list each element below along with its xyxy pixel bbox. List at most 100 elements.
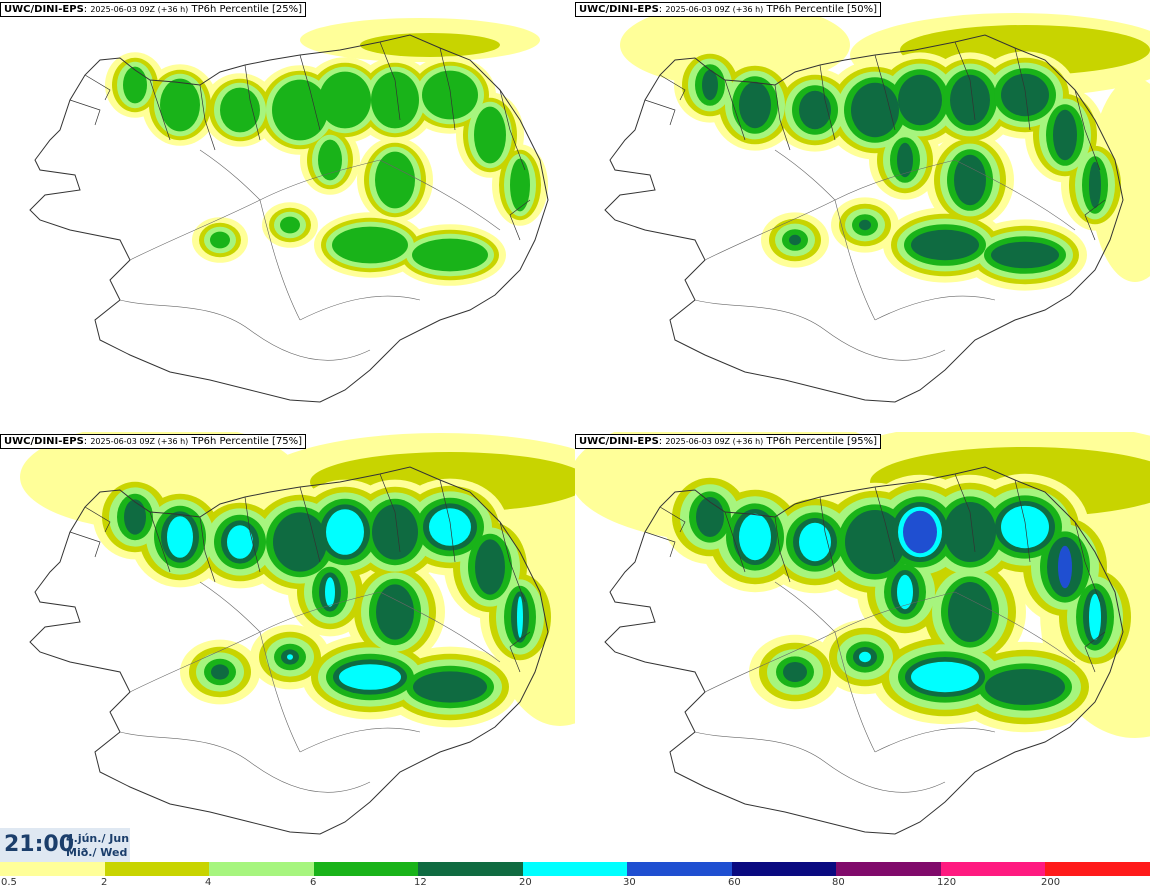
- precip-area: [474, 106, 506, 164]
- precip-area: [702, 69, 718, 101]
- precip-area: [1058, 545, 1072, 589]
- fjord-line: [1084, 631, 1106, 673]
- fjord-line: [199, 84, 216, 151]
- fjord-line: [724, 79, 746, 141]
- fjord-line: [874, 486, 896, 563]
- valid-time: 21:00: [4, 832, 75, 857]
- model-name: UWC/DINI-EPS: [4, 4, 84, 15]
- legend-swatch: [836, 862, 941, 876]
- precip-area: [911, 661, 979, 693]
- precip-area: [325, 577, 335, 607]
- valid-time-box: 21:00 4.jún./ Jun Mið./ Wed: [0, 828, 130, 862]
- fjord-line: [244, 64, 261, 141]
- legend-swatch: [0, 862, 105, 876]
- product-name: TP6h Percentile [50%]: [766, 4, 878, 15]
- precip-area: [475, 539, 505, 595]
- fjord-line: [774, 84, 791, 151]
- road-line: [874, 295, 996, 321]
- fjord-line: [509, 199, 531, 241]
- road-line: [259, 631, 301, 753]
- fjord-line: [954, 473, 976, 553]
- legend-label: 120: [937, 877, 957, 888]
- road-line: [379, 591, 501, 663]
- precip-area: [898, 74, 942, 126]
- precip-area: [859, 219, 871, 231]
- precip-area: [339, 664, 401, 690]
- fjord-line: [509, 631, 531, 673]
- precip-area: [376, 584, 414, 640]
- fjord-line: [1014, 47, 1031, 131]
- precip-area: [897, 574, 913, 610]
- fjord-line: [499, 89, 526, 171]
- precip-area: [696, 497, 724, 537]
- fjord-line: [84, 74, 111, 101]
- precip-area: [318, 139, 342, 181]
- precip-area: [1053, 109, 1077, 161]
- fjord-line: [1014, 479, 1031, 563]
- precip-area: [332, 226, 408, 264]
- fjord-line: [644, 99, 676, 126]
- legend-swatch: [313, 862, 419, 876]
- product-name: TP6h Percentile [95%]: [766, 436, 878, 447]
- precip-area: [429, 508, 471, 546]
- fjord-line: [499, 521, 526, 603]
- precip-area: [985, 669, 1065, 705]
- road-line: [199, 581, 261, 633]
- legend-label: 60: [728, 877, 741, 888]
- fjord-line: [439, 479, 456, 563]
- model-name: UWC/DINI-EPS: [579, 436, 659, 447]
- legend-bar: [0, 862, 1150, 876]
- fjord-line: [659, 506, 686, 533]
- legend-label: 0.5: [1, 877, 17, 888]
- precip-area: [123, 66, 147, 104]
- precip-map: [604, 3, 1150, 403]
- precip-area: [1001, 505, 1049, 549]
- coastline: [604, 466, 1124, 835]
- legend-label: 20: [519, 877, 532, 888]
- road-line: [834, 631, 876, 753]
- fjord-line: [954, 41, 976, 121]
- precip-area: [412, 238, 488, 272]
- road-line: [199, 149, 261, 201]
- precip-area: [1001, 73, 1049, 117]
- map-panel-75: UWC/DINI-EPS: 2025-06-03 09Z (+36 h) TP6…: [0, 432, 575, 862]
- fjord-line: [149, 79, 171, 141]
- precip-area: [124, 499, 146, 535]
- fjord-line: [69, 99, 101, 126]
- precip-area: [799, 90, 831, 130]
- precip-map: [575, 432, 1150, 835]
- road-line: [299, 295, 421, 321]
- coastline: [29, 466, 549, 835]
- precip-area: [903, 510, 937, 554]
- road-line: [954, 591, 1076, 663]
- fjord-line: [819, 496, 836, 573]
- road-line: [694, 731, 946, 793]
- product-name: TP6h Percentile [75%]: [191, 436, 303, 447]
- precip-area: [789, 234, 801, 246]
- coastline: [604, 34, 1124, 403]
- precip-area: [375, 151, 415, 209]
- legend-swatch: [731, 862, 837, 876]
- legend-swatch: [209, 862, 314, 876]
- fjord-line: [69, 531, 101, 558]
- fjord-line: [1074, 521, 1101, 603]
- precip-area: [799, 522, 831, 562]
- legend-swatch: [627, 862, 732, 876]
- precip-area: [287, 654, 293, 660]
- road-line: [119, 299, 371, 361]
- legend-label: 30: [623, 877, 636, 888]
- legend-swatch: [522, 862, 628, 876]
- valid-weekday: Mið./ Wed: [66, 846, 128, 859]
- precip-area: [319, 71, 371, 129]
- precip-area: [413, 671, 487, 703]
- precip-map: [29, 18, 549, 403]
- road-line: [874, 727, 996, 753]
- fjord-line: [1074, 89, 1101, 171]
- legend-swatch: [418, 862, 523, 876]
- fjord-line: [299, 486, 321, 563]
- coastline: [29, 34, 549, 403]
- precip-area: [510, 158, 530, 212]
- precip-area: [210, 231, 230, 249]
- precip-area: [1089, 593, 1101, 641]
- legend-label: 2: [101, 877, 108, 888]
